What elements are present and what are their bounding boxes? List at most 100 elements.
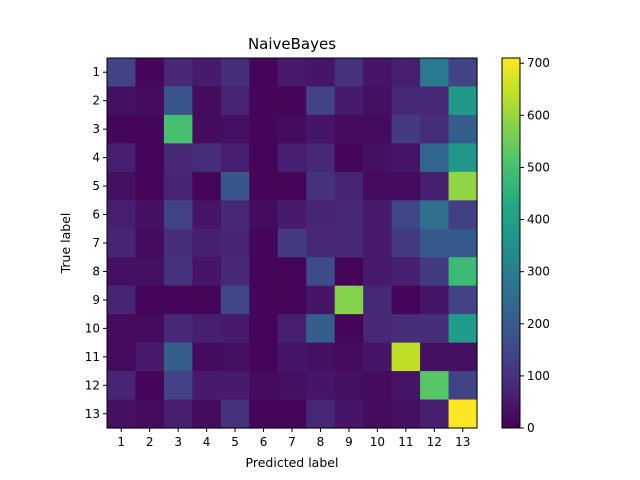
heatmap-cell-8-6 [249,257,279,287]
colorbar-tick-label: 200 [527,317,550,331]
y-tick-label: 7 [92,236,100,250]
heatmap-cell-13-5 [220,399,250,429]
heatmap-cell-6-4 [192,200,222,230]
heatmap-cell-13-12 [420,399,450,429]
heatmap-cell-5-9 [334,171,364,201]
heatmap-cell-6-1 [107,200,137,230]
heatmap-cell-12-4 [192,371,222,401]
heatmap-cell-8-8 [306,257,336,287]
x-axis-label: Predicted label [246,455,339,470]
heatmap-cell-3-7 [277,114,307,144]
heatmap-cell-4-5 [220,143,250,173]
heatmap-cell-9-5 [220,285,250,315]
heatmap-cell-8-13 [448,257,478,287]
heatmap-cell-13-8 [306,399,336,429]
heatmap-cell-13-6 [249,399,279,429]
heatmap-cell-12-3 [163,371,193,401]
heatmap-cell-4-11 [391,143,421,173]
heatmap-cell-7-11 [391,228,421,258]
heatmap-cell-12-12 [420,371,450,401]
y-tick-label: 1 [92,65,100,79]
heatmap-cell-5-11 [391,171,421,201]
heatmap-cell-11-4 [192,342,222,372]
heatmap-cell-10-11 [391,314,421,344]
heatmap-cell-10-12 [420,314,450,344]
heatmap-cell-6-6 [249,200,279,230]
heatmap-cell-2-8 [306,86,336,116]
heatmap-cell-8-2 [135,257,165,287]
colorbar-tick-label: 700 [527,56,550,70]
heatmap-cell-7-8 [306,228,336,258]
colorbar-tick-label: 600 [527,108,550,122]
x-tick-label: 11 [398,435,413,449]
heatmap-cell-1-7 [277,58,307,88]
x-tick-label: 7 [288,435,296,449]
heatmap-cell-4-7 [277,143,307,173]
heatmap-cell-11-7 [277,342,307,372]
heatmap-cell-9-13 [448,285,478,315]
y-tick-label: 6 [92,208,100,222]
heatmap-cell-4-9 [334,143,364,173]
heatmap-cell-9-4 [192,285,222,315]
heatmap-cell-10-10 [363,314,393,344]
heatmap-cell-9-7 [277,285,307,315]
x-tick-label: 4 [203,435,211,449]
heatmap-cell-7-4 [192,228,222,258]
heatmap-cell-3-13 [448,114,478,144]
heatmap-cell-1-1 [107,58,137,88]
heatmap-cell-10-9 [334,314,364,344]
heatmap-cell-1-11 [391,58,421,88]
heatmap-cell-7-13 [448,228,478,258]
y-axis-label: True label [58,213,73,275]
heatmap-cell-5-5 [220,171,250,201]
heatmap-cell-3-1 [107,114,137,144]
heatmap-cell-3-6 [249,114,279,144]
heatmap-cell-8-10 [363,257,393,287]
heatmap-cell-6-7 [277,200,307,230]
heatmap-cell-7-3 [163,228,193,258]
heatmap-cell-13-10 [363,399,393,429]
heatmap-cell-12-13 [448,371,478,401]
heatmap-cell-1-13 [448,58,478,88]
heatmap-cell-11-3 [163,342,193,372]
heatmap-cell-8-9 [334,257,364,287]
heatmap-cell-13-9 [334,399,364,429]
colorbar-tick-label: 300 [527,265,550,279]
heatmap-cell-7-2 [135,228,165,258]
heatmap-cell-4-12 [420,143,450,173]
heatmap-cell-7-6 [249,228,279,258]
heatmap-cell-7-10 [363,228,393,258]
heatmap-cell-2-5 [220,86,250,116]
heatmap-cell-2-3 [163,86,193,116]
heatmap-cell-7-1 [107,228,137,258]
heatmap-cell-3-5 [220,114,250,144]
x-axis-ticks: 1 2 3 4 5 6 7 8 9 10 11 12 13 [117,428,470,449]
heatmap-cell-8-3 [163,257,193,287]
heatmap-cell-11-2 [135,342,165,372]
heatmap-cell-9-8 [306,285,336,315]
heatmap-cell-12-6 [249,371,279,401]
heatmap-cell-3-2 [135,114,165,144]
heatmap-cell-8-1 [107,257,137,287]
heatmap-cell-13-11 [391,399,421,429]
heatmap-cell-3-9 [334,114,364,144]
heatmap-cell-2-6 [249,86,279,116]
heatmap-cell-5-12 [420,171,450,201]
heatmap-cell-11-11 [391,342,421,372]
x-tick-label: 2 [146,435,154,449]
colorbar-ticks: 0 100 200 300 400 500 600 700 [520,56,550,435]
heatmap-cell-13-4 [192,399,222,429]
heatmap-cell-12-8 [306,371,336,401]
heatmap-cell-12-7 [277,371,307,401]
y-tick-label: 5 [92,179,100,193]
heatmap-cell-9-10 [363,285,393,315]
y-tick-label: 12 [85,378,100,392]
colorbar-tick-label: 500 [527,160,550,174]
heatmap-cell-6-12 [420,200,450,230]
heatmap-cell-11-12 [420,342,450,372]
y-tick-label: 3 [92,122,100,136]
heatmap-cell-9-1 [107,285,137,315]
heatmap-cell-10-8 [306,314,336,344]
